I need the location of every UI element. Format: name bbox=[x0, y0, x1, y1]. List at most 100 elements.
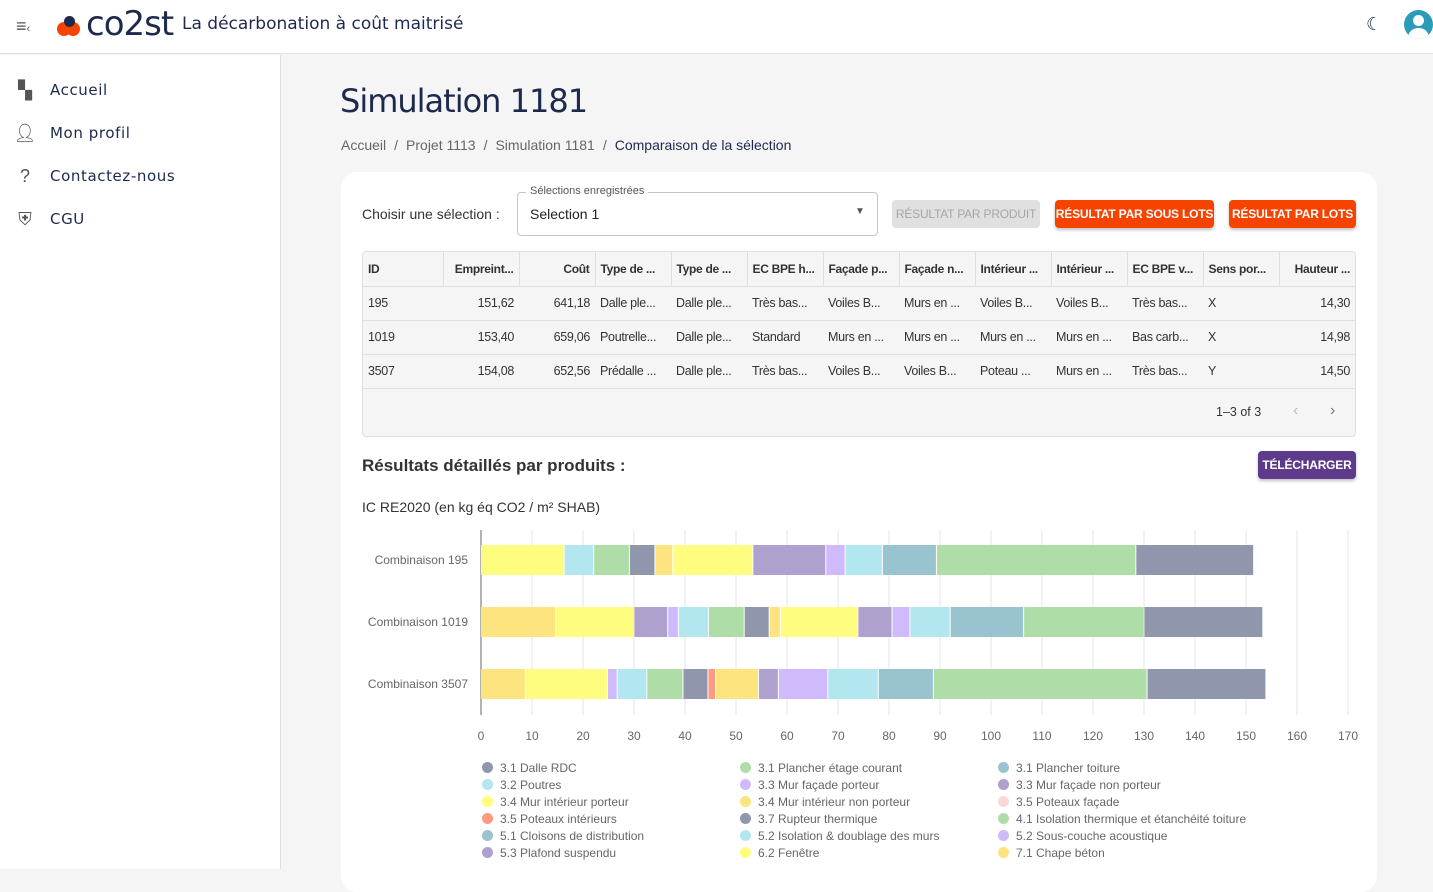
column-header[interactable]: Intérieur ... bbox=[974, 252, 1051, 287]
bar-segment[interactable] bbox=[780, 607, 858, 637]
x-tick-label: 170 bbox=[1338, 729, 1358, 743]
legend-item[interactable]: 3.4 Mur intérieur non porteur bbox=[740, 793, 910, 810]
column-header[interactable]: ID bbox=[363, 252, 443, 287]
column-header[interactable]: Intérieur ... bbox=[1050, 252, 1127, 287]
table-row[interactable]: 3507 154,08 652,56 Prédalle ... Dalle ple...… bbox=[363, 354, 1355, 389]
bar-segment[interactable] bbox=[826, 545, 845, 575]
column-header[interactable]: EC BPE v... bbox=[1126, 252, 1203, 287]
bar-segment[interactable] bbox=[936, 545, 1136, 575]
dark-mode-icon[interactable]: ☾ bbox=[1366, 14, 1383, 34]
bar-segment[interactable] bbox=[845, 545, 882, 575]
legend-item[interactable]: 5.2 Isolation & doublage des murs bbox=[740, 827, 939, 844]
bar-segment[interactable] bbox=[758, 669, 778, 699]
bar-segment[interactable] bbox=[1144, 607, 1263, 637]
bar-segment[interactable] bbox=[481, 669, 525, 699]
breadcrumb-current: Comparaison de la sélection bbox=[614, 137, 792, 153]
selection-select[interactable]: Sélections enregistrées Selection 1 ▼ bbox=[517, 185, 878, 236]
legend-item[interactable]: 5.2 Sous-couche acoustique bbox=[998, 827, 1167, 844]
column-header[interactable]: Hauteur ... bbox=[1278, 252, 1355, 287]
bar-segment[interactable] bbox=[878, 669, 933, 699]
bar-segment[interactable] bbox=[564, 545, 594, 575]
menu-collapse-icon[interactable]: ≡‹ bbox=[16, 16, 31, 36]
result-by-product-button[interactable]: RÉSULTAT PAR PRODUIT bbox=[892, 200, 1040, 228]
y-category-label: Combinaison 1019 bbox=[368, 615, 468, 629]
column-header[interactable]: Empreint... bbox=[442, 252, 519, 287]
column-header[interactable]: Coût bbox=[518, 252, 595, 287]
selection-value: Selection 1 bbox=[530, 206, 600, 222]
legend-item[interactable]: 3.3 Mur façade non porteur bbox=[998, 776, 1161, 793]
brand-logo[interactable]: co2st bbox=[86, 4, 174, 44]
bar-segment[interactable] bbox=[1136, 545, 1254, 575]
bar-segment[interactable] bbox=[769, 607, 780, 637]
bar-segment[interactable] bbox=[778, 669, 828, 699]
sidebar-item-accueil[interactable]: ▚ Accueil bbox=[0, 70, 280, 110]
breadcrumb-accueil[interactable]: Accueil bbox=[341, 137, 387, 153]
column-header[interactable]: EC BPE h... bbox=[746, 252, 823, 287]
bar-segment[interactable] bbox=[617, 669, 647, 699]
column-header[interactable]: Façade p... bbox=[822, 252, 899, 287]
legend-item[interactable]: 3.5 Poteaux intérieurs bbox=[482, 810, 617, 827]
legend-item[interactable]: 5.3 Plafond suspendu bbox=[482, 844, 616, 861]
legend-item[interactable]: 3.3 Mur façade porteur bbox=[740, 776, 879, 793]
legend-item[interactable]: 3.1 Dalle RDC bbox=[482, 759, 577, 776]
bar-segment[interactable] bbox=[933, 669, 1147, 699]
legend-color-dot bbox=[998, 813, 1009, 824]
bar-segment[interactable] bbox=[629, 545, 655, 575]
legend-item[interactable]: 4.1 Isolation thermique et étanchéité to… bbox=[998, 810, 1246, 827]
sidebar-item-cgu[interactable]: ⛨ CGU bbox=[0, 199, 280, 239]
next-page-icon[interactable]: › bbox=[1330, 402, 1336, 419]
sidebar-item-contact[interactable]: ? Contactez-nous bbox=[0, 156, 280, 196]
sidebar-item-profil[interactable]: 👤︎ Mon profil bbox=[0, 113, 280, 153]
bar-segment[interactable] bbox=[950, 607, 1024, 637]
bar-segment[interactable] bbox=[655, 545, 673, 575]
bar-segment[interactable] bbox=[481, 545, 564, 575]
column-header[interactable]: Sens por... bbox=[1202, 252, 1279, 287]
result-by-lots-button[interactable]: RÉSULTAT PAR LOTS bbox=[1229, 200, 1356, 228]
legend-item[interactable]: 6.2 Fenêtre bbox=[740, 844, 819, 861]
bar-segment[interactable] bbox=[858, 607, 892, 637]
bar-segment[interactable] bbox=[708, 669, 716, 699]
bar-segment[interactable] bbox=[744, 607, 769, 637]
legend-item[interactable]: 3.4 Mur intérieur porteur bbox=[482, 793, 629, 810]
legend-item[interactable]: 3.1 Plancher toiture bbox=[998, 759, 1120, 776]
column-header[interactable]: Façade n... bbox=[898, 252, 975, 287]
table-row[interactable]: 195 151,62 641,18 Dalle ple... Dalle ple... T… bbox=[363, 286, 1355, 321]
legend-item[interactable]: 7.1 Chape béton bbox=[998, 844, 1105, 861]
bar-segment[interactable] bbox=[1024, 607, 1144, 637]
download-button[interactable]: TÉLÉCHARGER bbox=[1258, 451, 1356, 479]
bar-segment[interactable] bbox=[525, 669, 607, 699]
bar-segment[interactable] bbox=[673, 545, 753, 575]
legend-item[interactable]: 5.1 Cloisons de distribution bbox=[482, 827, 644, 844]
legend-item[interactable]: 3.7 Rupteur thermique bbox=[740, 810, 877, 827]
legend-item[interactable]: 3.2 Poutres bbox=[482, 776, 561, 793]
bar-segment[interactable] bbox=[634, 607, 668, 637]
bar-segment[interactable] bbox=[910, 607, 950, 637]
bar-segment[interactable] bbox=[678, 607, 708, 637]
prev-page-icon[interactable]: ‹ bbox=[1293, 402, 1299, 419]
bar-segment[interactable] bbox=[716, 669, 758, 699]
bar-segment[interactable] bbox=[828, 669, 878, 699]
table-cell: Très bas... bbox=[1127, 286, 1203, 321]
column-header[interactable]: Type de ... bbox=[670, 252, 747, 287]
bar-segment[interactable] bbox=[1147, 669, 1266, 699]
bar-segment[interactable] bbox=[708, 607, 744, 637]
result-by-sublots-button[interactable]: RÉSULTAT PAR SOUS LOTS bbox=[1055, 200, 1214, 228]
bar-segment[interactable] bbox=[683, 669, 708, 699]
x-tick-label: 130 bbox=[1134, 729, 1154, 743]
legend-item[interactable]: 3.5 Poteaux façade bbox=[998, 793, 1119, 810]
table-row[interactable]: 1019 153,40 659,06 Poutrelle... Dalle ple...… bbox=[363, 320, 1355, 355]
breadcrumb-projet[interactable]: Projet 1113 bbox=[406, 137, 476, 153]
bar-segment[interactable] bbox=[892, 607, 910, 637]
bar-segment[interactable] bbox=[647, 669, 683, 699]
bar-segment[interactable] bbox=[753, 545, 826, 575]
breadcrumb-simulation[interactable]: Simulation 1181 bbox=[495, 137, 595, 153]
bar-segment[interactable] bbox=[668, 607, 678, 637]
legend-item[interactable]: 3.1 Plancher étage courant bbox=[740, 759, 902, 776]
bar-segment[interactable] bbox=[481, 607, 555, 637]
bar-segment[interactable] bbox=[607, 669, 617, 699]
bar-segment[interactable] bbox=[882, 545, 936, 575]
avatar[interactable] bbox=[1404, 10, 1433, 39]
bar-segment[interactable] bbox=[555, 607, 634, 637]
bar-segment[interactable] bbox=[594, 545, 629, 575]
column-header[interactable]: Type de ... bbox=[594, 252, 671, 287]
